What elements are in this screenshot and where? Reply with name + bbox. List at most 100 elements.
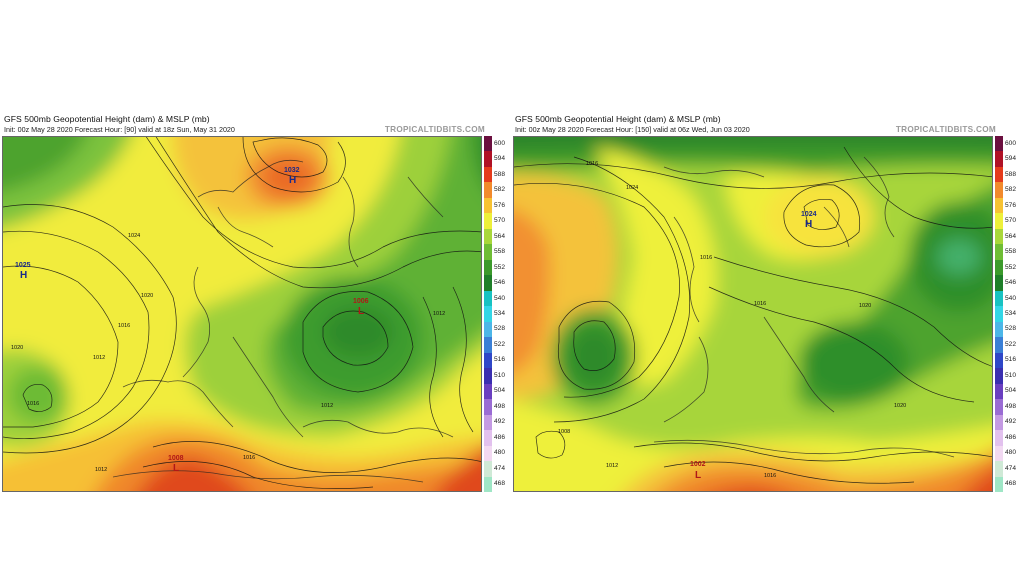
isobar-label: 1016 [118,323,130,329]
colorbar-level-label: 474 [494,464,506,472]
colorbar-swatch [995,136,1003,152]
colorbar-swatch [995,321,1003,338]
brand-watermark: TROPICALTIDBITS.COM [384,125,485,134]
colorbar-swatch [995,166,1003,183]
colorbar-level-label: 552 [1005,263,1017,271]
pressure-value: 1002 [690,461,706,468]
colorbar-swatch [995,461,1003,477]
colorbar-swatch [995,306,1003,323]
pressure-centers: 1025 H 1032 H 1006 L 1008 L [15,167,369,474]
colorbar-level-label: 534 [1005,310,1017,317]
colorbar-swatch [484,259,492,276]
colorbar-level-label: 576 [494,201,506,209]
colorbar-swatch [484,197,492,214]
map-panel-left: GFS 500mb Geopotential Height (dam) & MS… [2,114,507,493]
colorbar-swatch [995,430,1003,447]
colorbar-level-label: 546 [494,279,506,287]
colorbar-level-label: 480 [494,449,506,457]
forecast-map-right: 1024 H 1002 L 1016 1024 1016 1020 1016 1… [513,136,993,492]
isobar-label: 1016 [243,455,255,461]
coastlines [653,156,955,458]
colorbar-swatch [995,337,1003,354]
colorbar-level-label: 522 [1005,340,1017,348]
colorbar-legend: 600 594 588 582 576 570 564 558 552 546 540 534 528 5… [995,136,1018,493]
colorbar-swatch [995,383,1003,400]
colorbar-swatch [484,445,492,462]
height-field [3,137,481,491]
isobar-label: 1020 [894,403,906,409]
pressure-value: 1024 [801,211,817,218]
colorbar-level-label: 492 [1005,418,1017,426]
isobar-label: 1012 [606,463,618,469]
colorbar-level-label: 534 [494,310,506,317]
colorbar-level-label: 474 [1005,464,1017,472]
isobar-label: 1020 [141,293,153,299]
colorbar-swatch [995,259,1003,276]
colorbar-level-label: 492 [494,418,506,426]
colorbar-level-label: 570 [494,217,506,225]
colorbar-swatch [995,290,1003,307]
brand-watermark: TROPICALTIDBITS.COM [895,125,996,134]
low-pressure-symbol: L [695,470,701,481]
panel-subtitle: Init: 00z May 28 2020 Forecast Hour: [90… [4,125,235,134]
isobar-labels: 1024 1020 1016 1012 1020 1016 1012 1016 … [11,233,445,473]
colorbar-level-label: 528 [494,325,506,333]
high-pressure-symbol: H [20,270,27,281]
colorbar-level-label: 498 [494,402,506,410]
colorbar-level-label: 510 [1005,371,1017,379]
panel-title: GFS 500mb Geopotential Height (dam) & MS… [515,114,721,124]
isobar-label: 1020 [11,345,23,351]
colorbar-level-label: 498 [1005,402,1017,410]
colorbar-level-label: 582 [494,186,506,194]
colorbar-level-label: 522 [494,340,506,348]
colorbar-level-label: 546 [1005,279,1017,287]
colorbar-level-label: 540 [494,294,506,302]
colorbar-swatch [995,182,1003,199]
colorbar-level-label: 540 [1005,294,1017,302]
height-field [514,137,992,491]
map-panel-right: GFS 500mb Geopotential Height (dam) & MS… [513,114,1018,493]
colorbar-swatch [484,182,492,199]
colorbar-swatch [484,337,492,354]
colorbar-level-label: 594 [1005,155,1017,163]
colorbar-swatch [484,461,492,477]
isobar-label: 1016 [764,473,776,479]
isobar-labels: 1016 1024 1016 1020 1016 1008 1012 1016 … [558,161,906,479]
coastlines [112,159,454,483]
colorbar-swatch [484,228,492,245]
colorbar-swatch [484,275,492,292]
isobar-label: 1012 [321,403,333,409]
pressure-value: 1025 [15,262,31,269]
isobar-label: 1012 [433,311,445,317]
colorbar-level-label: 582 [1005,186,1017,194]
pressure-value: 1032 [284,167,300,174]
colorbar-level-label: 504 [1005,387,1017,395]
colorbar-level-label: 468 [494,480,506,488]
isobar-label: 1016 [754,301,766,307]
colorbar-swatch [995,213,1003,230]
colorbar-level-label: 588 [1005,170,1017,178]
pressure-centers: 1024 H 1002 L [690,211,817,481]
colorbar-swatch [484,151,492,168]
colorbar-swatch [484,166,492,183]
colorbar-swatch [484,136,492,152]
isobar-label: 1016 [586,161,598,167]
panel-subtitle: Init: 00z May 28 2020 Forecast Hour: [15… [515,125,750,134]
colorbar-level-label: 510 [494,371,506,379]
isobar-label: 1016 [700,255,712,261]
low-pressure-symbol: L [173,463,179,474]
isobar-label: 1024 [626,185,638,191]
isobar-label: 1012 [93,355,105,361]
isobars [514,146,992,484]
colorbar-swatch [484,399,492,416]
colorbar-level-label: 516 [1005,356,1017,364]
colorbar-swatch [484,368,492,385]
colorbar-swatch [484,430,492,447]
colorbar-swatch [995,476,1003,493]
colorbar-level-label: 480 [1005,449,1017,457]
colorbar-swatch [484,213,492,230]
pressure-value: 1008 [168,455,184,462]
isobar-label: 1024 [128,233,140,239]
colorbar-swatch [484,290,492,307]
colorbar-swatch [484,383,492,400]
